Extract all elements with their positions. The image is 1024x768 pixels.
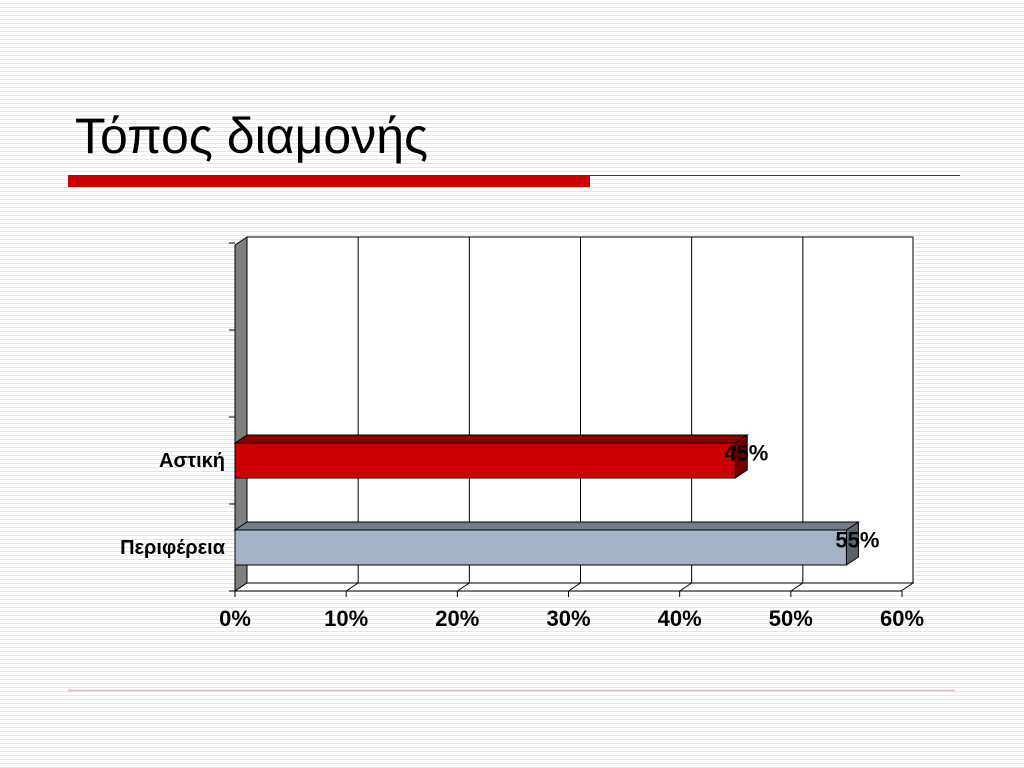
x-tick-label: 20%: [435, 606, 479, 631]
y-tick-label: Περιφέρεια: [120, 537, 226, 559]
bar: [234, 529, 847, 566]
grid-floor-line: [790, 582, 804, 592]
y-tick-label: Αστική: [159, 450, 225, 472]
grid-floor-line: [457, 582, 470, 592]
x-tick-label: 10%: [324, 606, 368, 631]
x-tick-label: 50%: [769, 606, 813, 631]
x-tick-label: 60%: [880, 606, 924, 631]
grid-floor-line: [568, 582, 581, 592]
bars: [233, 434, 861, 566]
value-label: 45%: [724, 440, 768, 465]
grid-floor-line: [345, 582, 359, 592]
chart-title: Τόπος διαμονής: [75, 108, 428, 164]
bar-top: [233, 434, 749, 444]
x-tick-label: 0%: [219, 606, 251, 631]
x-tick-label: 30%: [546, 606, 590, 631]
bar-top: [233, 521, 861, 531]
value-label: 55%: [835, 527, 879, 552]
x-tick-label: 40%: [658, 606, 702, 631]
bar: [234, 442, 736, 479]
category-ticks: [229, 242, 235, 592]
title-underline: [68, 175, 590, 187]
grid-floor-line: [679, 582, 692, 592]
